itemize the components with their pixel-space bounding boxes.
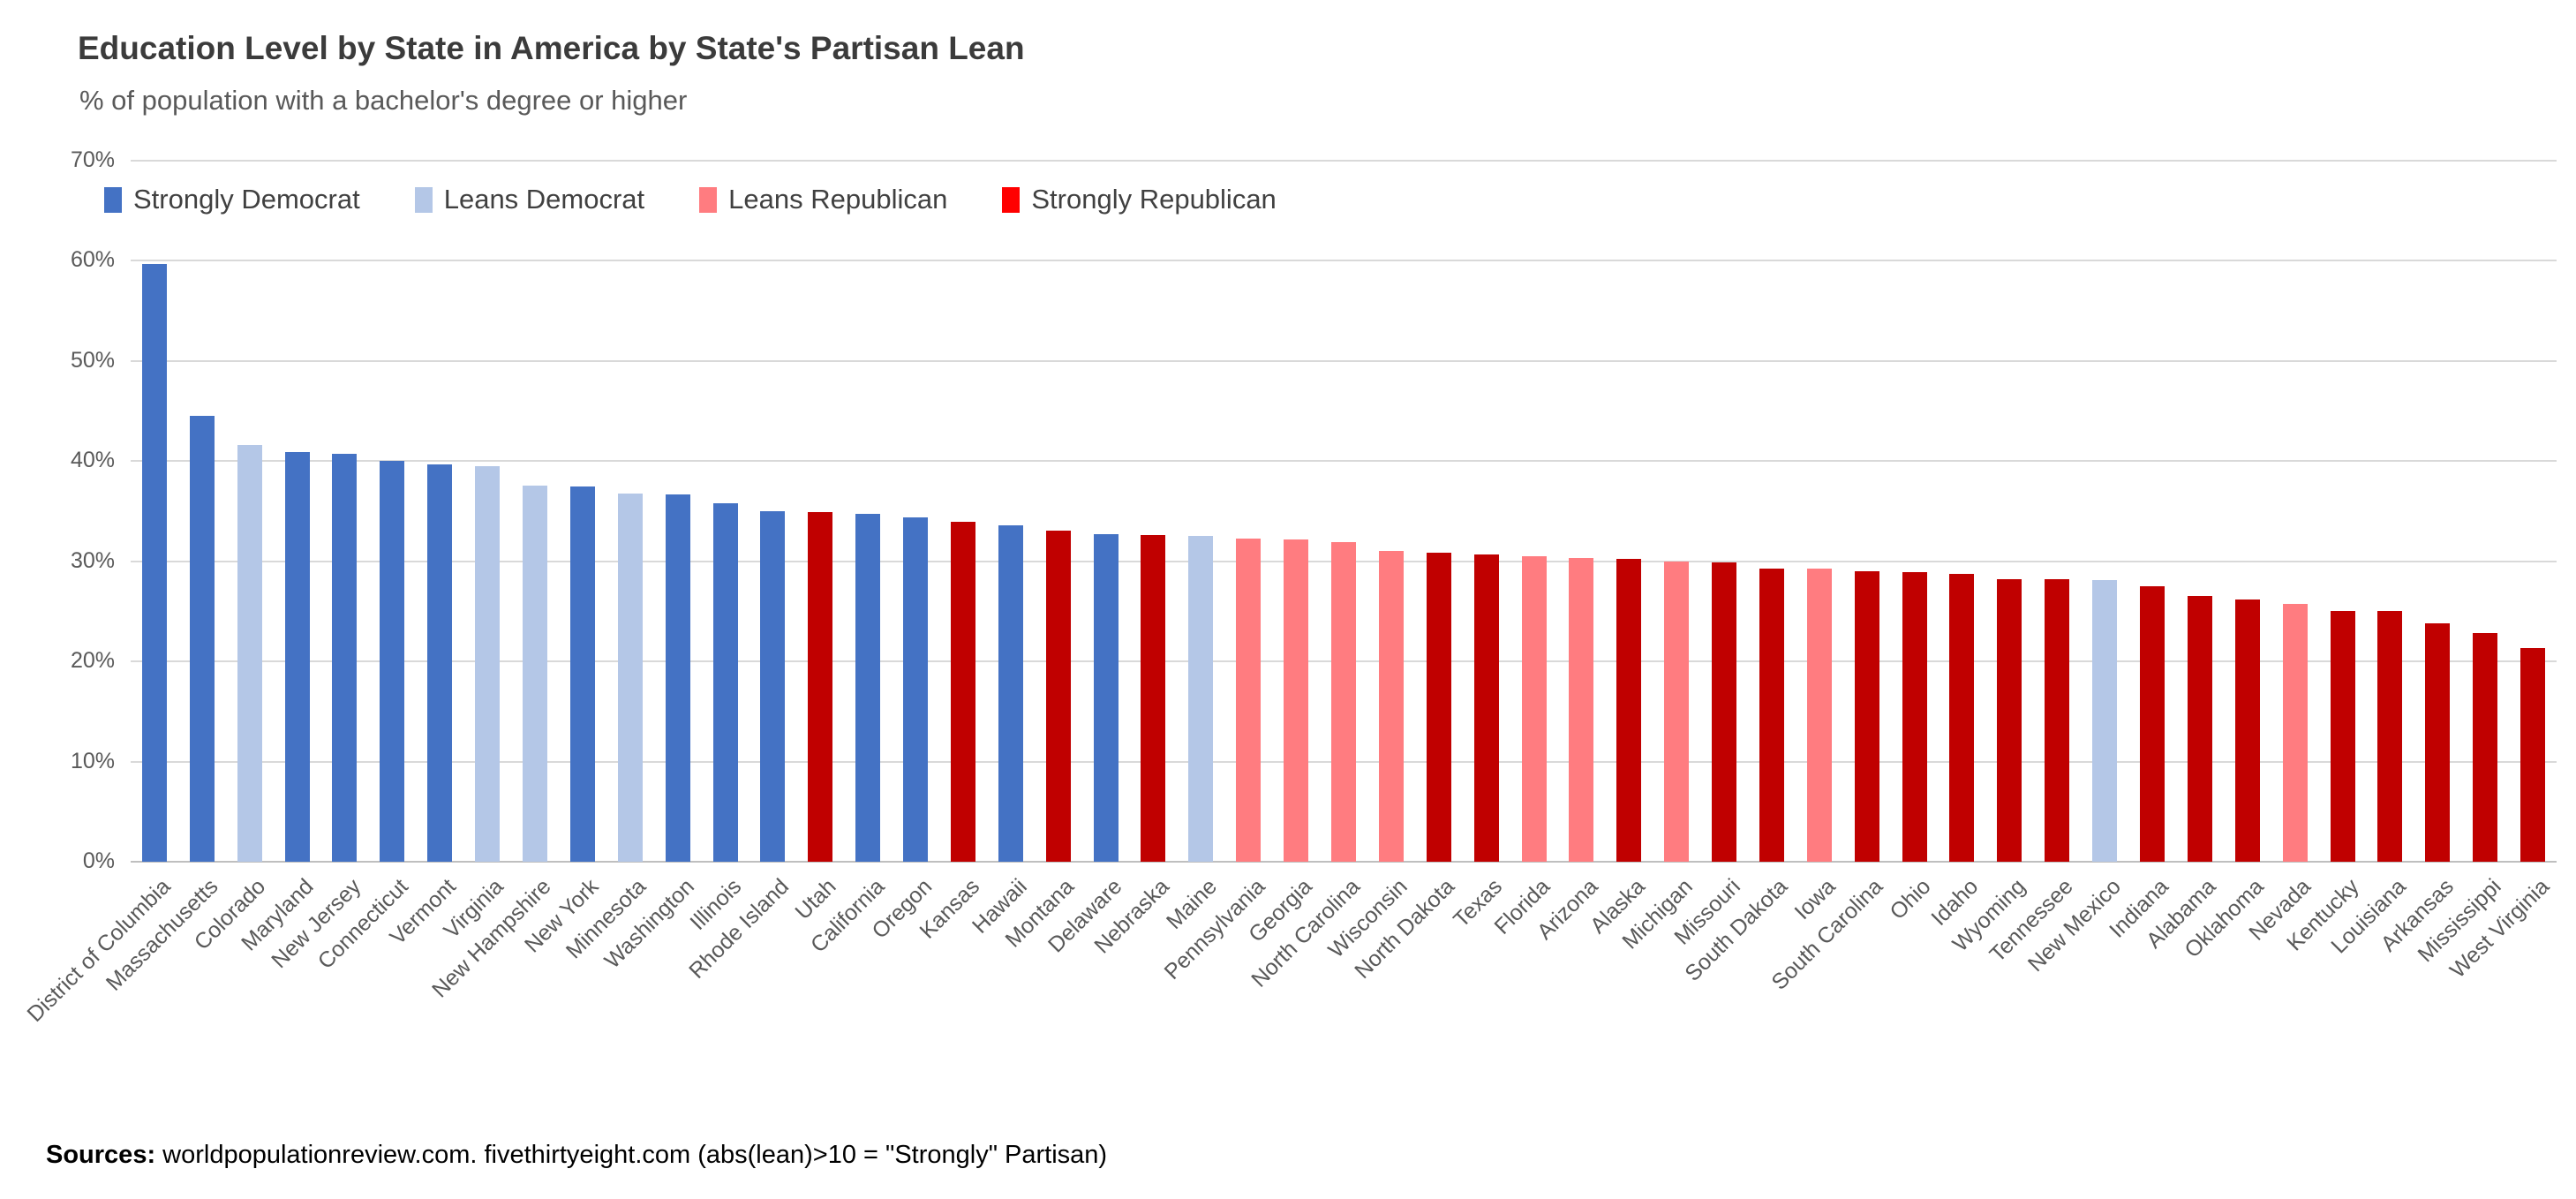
bar-hawaii [998,524,1023,862]
x-axis-line [131,861,2557,863]
bar-kentucky [2330,611,2355,862]
bar-tennessee [2045,579,2070,862]
bar-connecticut [380,461,405,862]
y-axis-label-0: 0% [82,848,115,873]
source-note: Sources: worldpopulationreview.com. five… [46,1141,1107,1170]
legend: Strongly Democrat Leans Democrat Leans Rep… [104,184,1277,215]
bar-massachusetts [189,416,215,862]
bar-new-mexico [2092,580,2118,862]
bar-missouri [1712,562,1737,862]
gridline-70 [131,160,2557,162]
bar-illinois [712,502,738,862]
bar-wyoming [1997,579,2022,862]
legend-label-leans-democrat: Leans Democrat [443,184,645,215]
x-axis-label-ohio: Ohio [1885,874,1936,925]
gridline-50 [131,359,2557,362]
bar-vermont [427,464,453,862]
bar-south-carolina [1854,571,1879,862]
bar-oregon [903,517,929,862]
legend-item-strongly-democrat: Strongly Democrat [104,184,360,215]
legend-swatch-leans-democrat [414,186,433,213]
bar-ohio [1902,572,1927,862]
bar-california [855,514,881,862]
bar-delaware [1093,534,1119,862]
bar-maine [1188,536,1214,862]
bar-michigan [1664,561,1690,862]
legend-swatch-leans-republican [699,186,718,213]
bar-indiana [2140,586,2165,862]
y-axis-label-50: 50% [70,347,115,373]
chart-title: Education Level by State in America by S… [78,30,1025,66]
bar-maryland [284,452,310,862]
bar-alabama [2187,596,2212,862]
y-axis-label-60: 60% [70,247,115,273]
y-axis-label-20: 20% [70,648,115,674]
bar-alaska [1616,559,1642,862]
bar-montana [1045,530,1071,862]
bar-arizona [1569,558,1594,862]
bar-new-hampshire [523,485,547,862]
bar-north-dakota [1426,552,1451,862]
bar-wisconsin [1378,551,1404,862]
legend-label-strongly-republican: Strongly Republican [1031,184,1277,215]
gridline-60 [131,260,2557,262]
bar-mississippi [2473,633,2498,862]
y-axis-label-40: 40% [70,448,115,473]
gridline-40 [131,460,2557,463]
y-axis-label-30: 30% [70,547,115,573]
legend-label-leans-republican: Leans Republican [728,184,948,215]
bar-south-dakota [1759,568,1784,862]
sources-text: worldpopulationreview.com. fivethirtyeig… [155,1141,1108,1169]
bar-louisiana [2377,611,2403,862]
legend-label-strongly-democrat: Strongly Democrat [133,184,360,215]
bar-new-jersey [332,454,358,862]
bar-nevada [2282,604,2308,862]
bar-idaho [1949,574,1975,862]
legend-item-strongly-republican: Strongly Republican [1002,184,1277,215]
chart-subtitle: % of population with a bachelor's degree… [79,85,688,116]
bar-district-of-columbia [141,263,167,862]
bar-virginia [475,465,501,862]
bar-washington [665,494,690,862]
bar-pennsylvania [1236,538,1262,862]
bar-georgia [1284,539,1309,862]
legend-swatch-strongly-republican [1002,186,1021,213]
bar-north-carolina [1331,542,1356,862]
bar-utah [808,512,833,862]
bar-kansas [950,522,975,862]
bar-colorado [237,445,262,862]
bar-minnesota [617,493,643,862]
bar-iowa [1806,568,1832,862]
bar-west-virginia [2520,648,2546,862]
y-axis-label-70: 70% [70,147,115,172]
bar-new-york [569,486,595,862]
bar-oklahoma [2234,599,2260,862]
bar-texas [1473,554,1499,862]
sources-label: Sources: [46,1141,156,1169]
bar-rhode-island [760,511,786,862]
bar-arkansas [2425,623,2451,862]
legend-swatch-strongly-democrat [104,186,122,213]
legend-item-leans-republican: Leans Republican [699,184,947,215]
bar-florida [1521,556,1547,862]
legend-item-leans-democrat: Leans Democrat [414,184,645,215]
y-axis-label-10: 10% [70,748,115,773]
bar-nebraska [1141,535,1166,862]
